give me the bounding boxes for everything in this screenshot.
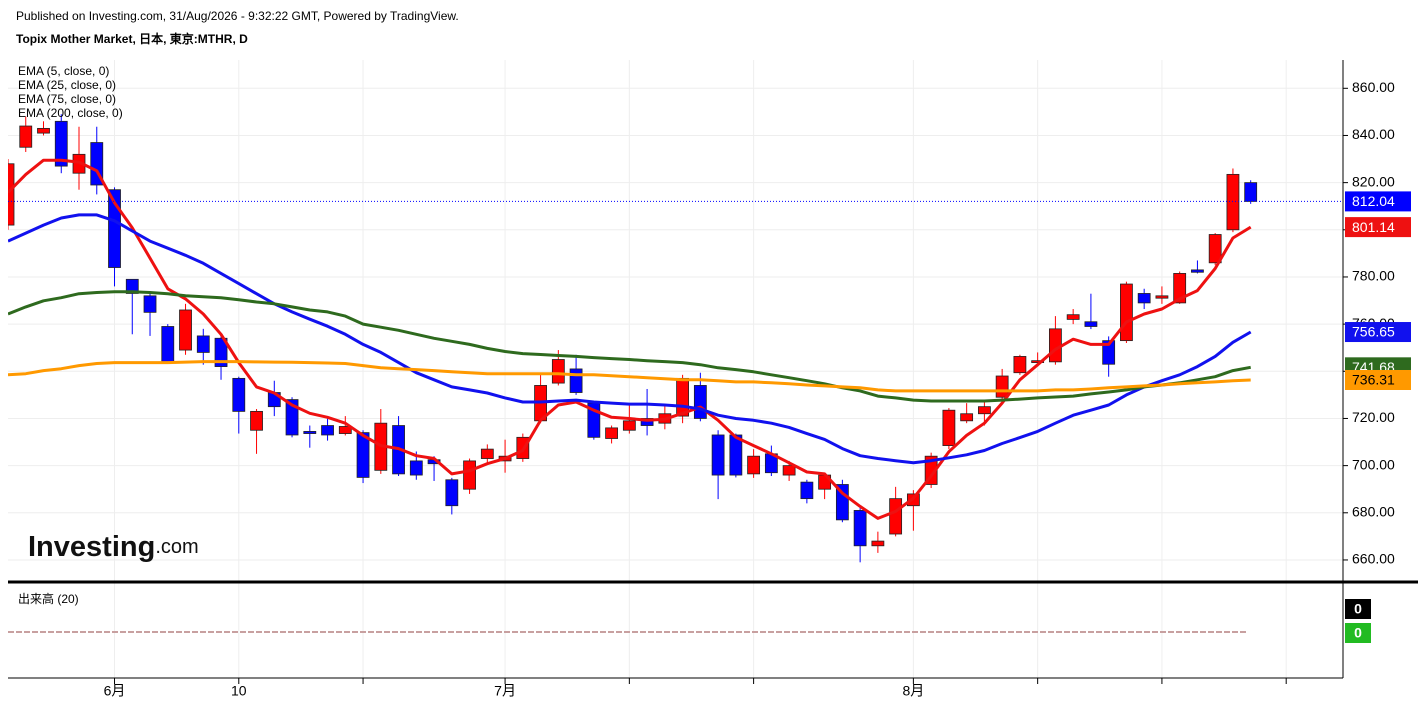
candle-body: [196, 335, 210, 353]
price-tag: [1345, 322, 1411, 343]
candle-body: [1208, 234, 1222, 264]
candle-body: [445, 479, 459, 507]
candle-body: [942, 409, 956, 446]
candle-body: [1013, 356, 1027, 374]
candle-body: [1244, 182, 1258, 202]
candle-body: [1226, 173, 1240, 231]
candle-body: [463, 460, 476, 490]
price-tag-label: 736.31: [1352, 372, 1395, 388]
candle-body: [782, 465, 796, 476]
candle-body: [640, 418, 654, 426]
y-tick-label: 780.00: [1352, 268, 1395, 284]
candle-body: [853, 510, 867, 547]
candle-body: [179, 309, 192, 351]
candle-body: [214, 337, 228, 367]
candle-body: [338, 426, 352, 434]
candle-body: [143, 295, 157, 313]
price-tag-label: 812.04: [1352, 193, 1395, 209]
y-tick-label: 700.00: [1352, 456, 1395, 472]
legend-entry: EMA (5, close, 0): [18, 64, 109, 78]
ema-line: [8, 213, 1252, 465]
candle-body: [54, 120, 68, 167]
overlay: 660.00680.00700.00720.00740.00760.00780.…: [18, 64, 1411, 699]
y-tick-label: 660.00: [1352, 551, 1395, 567]
y-tick-label: 680.00: [1352, 503, 1395, 519]
y-tick-label: 820.00: [1352, 173, 1395, 189]
legend-entry: EMA (75, close, 0): [18, 92, 116, 106]
logo-suffix: .com: [155, 536, 198, 558]
logo-word: Investing: [28, 531, 155, 563]
candle-body: [605, 427, 618, 439]
candle-body: [1137, 293, 1151, 304]
candle-body: [960, 413, 974, 422]
grid: [8, 60, 1343, 678]
price-tag: [1345, 191, 1411, 212]
candle-body: [800, 481, 814, 500]
price-tag: [1345, 217, 1411, 238]
candle-body: [622, 420, 636, 431]
ema-line: [8, 290, 1251, 403]
y-tick-label: 840.00: [1352, 126, 1395, 142]
y-tick-label: 720.00: [1352, 409, 1395, 425]
volume-tag: [1345, 623, 1371, 643]
candle-body: [889, 498, 903, 535]
candle-body: [1031, 360, 1045, 363]
candle-body: [250, 410, 263, 431]
candle-body: [125, 278, 139, 294]
y-tick-label: 860.00: [1352, 79, 1395, 95]
candle-body: [8, 163, 15, 226]
candle-body: [835, 484, 849, 521]
legend-entry: EMA (200, close, 0): [18, 106, 123, 120]
ema-line: [8, 158, 1252, 520]
candle-body: [551, 359, 565, 384]
candle-body: [1120, 283, 1133, 342]
candle-body: [729, 434, 743, 476]
candle-body: [1102, 340, 1116, 365]
volume-tag: [1345, 599, 1371, 619]
volume-tag-label: 0: [1354, 625, 1362, 641]
price-tag-label: 756.65: [1352, 324, 1395, 340]
candle-body: [1066, 314, 1080, 320]
published-note: Published on Investing.com, 31/Aug/2026 …: [16, 9, 459, 23]
candle-body: [303, 431, 317, 434]
candle-body: [409, 460, 423, 476]
price-tag-label: 801.14: [1352, 219, 1395, 235]
candle-body: [356, 432, 370, 478]
candle-body: [19, 125, 33, 148]
plot-area: [8, 114, 1343, 563]
price-tag: [1345, 369, 1411, 390]
candle-body: [747, 455, 761, 475]
candle-body: [711, 434, 725, 476]
candle-body: [1191, 269, 1204, 273]
logo-name: Investing.com: [28, 531, 199, 563]
candle-body: [321, 425, 334, 436]
candle-body: [232, 377, 246, 412]
instrument-title: Topix Mother Market, 日本, 東京:MTHR, D: [16, 31, 248, 46]
candle-body: [1173, 273, 1187, 304]
x-tick-label: 7月: [494, 683, 516, 699]
legend-entry: EMA (25, close, 0): [18, 78, 116, 92]
candle-body: [995, 375, 1009, 398]
volume-tag-label: 0: [1354, 601, 1362, 617]
ema-line: [8, 360, 1251, 393]
candle-body: [1155, 295, 1169, 299]
candle-body: [161, 326, 175, 363]
logo: Investing.com: [28, 531, 199, 563]
x-tick-label: 10: [231, 683, 247, 699]
candle-body: [480, 448, 494, 459]
candle-body: [977, 406, 991, 415]
candle-body: [693, 385, 707, 419]
candle-body: [285, 399, 299, 436]
candle-body: [871, 540, 885, 547]
volume-title: 出来高 (20): [18, 591, 79, 606]
candle-body: [37, 127, 50, 134]
x-tick-label: 6月: [104, 683, 126, 699]
x-tick-label: 8月: [902, 683, 924, 699]
candle-body: [569, 368, 583, 393]
candle-body: [1084, 321, 1098, 327]
